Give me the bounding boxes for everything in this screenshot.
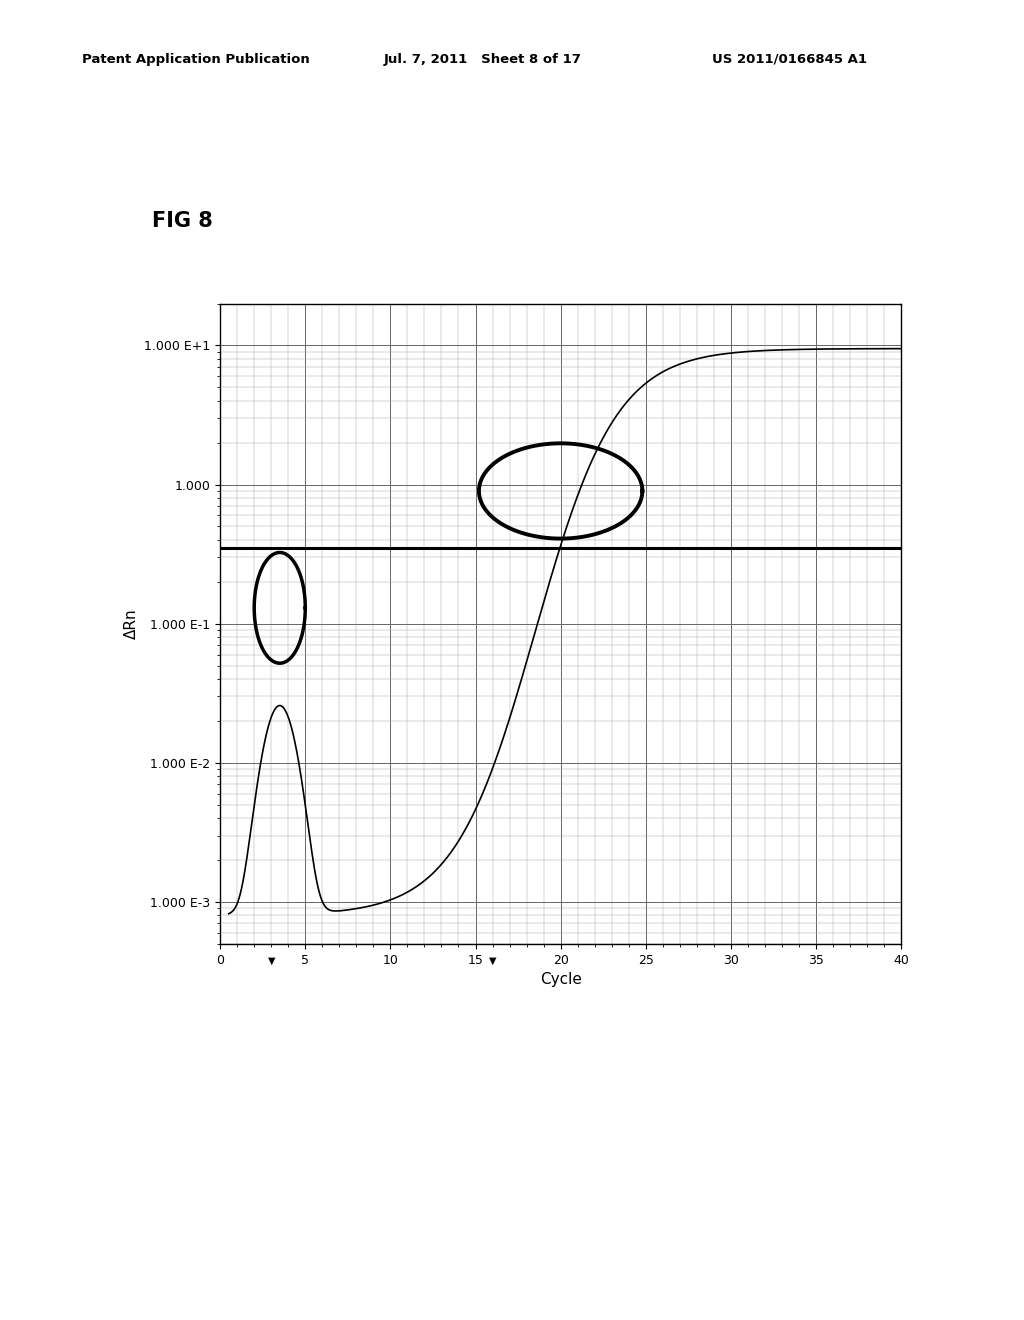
Text: ▼: ▼ bbox=[267, 956, 275, 965]
Text: ▼: ▼ bbox=[488, 956, 497, 965]
Y-axis label: ΔRn: ΔRn bbox=[124, 609, 138, 639]
Text: Jul. 7, 2011   Sheet 8 of 17: Jul. 7, 2011 Sheet 8 of 17 bbox=[384, 53, 582, 66]
Text: Patent Application Publication: Patent Application Publication bbox=[82, 53, 309, 66]
Text: FIG 8: FIG 8 bbox=[152, 211, 212, 231]
Text: US 2011/0166845 A1: US 2011/0166845 A1 bbox=[712, 53, 866, 66]
X-axis label: Cycle: Cycle bbox=[540, 972, 582, 987]
